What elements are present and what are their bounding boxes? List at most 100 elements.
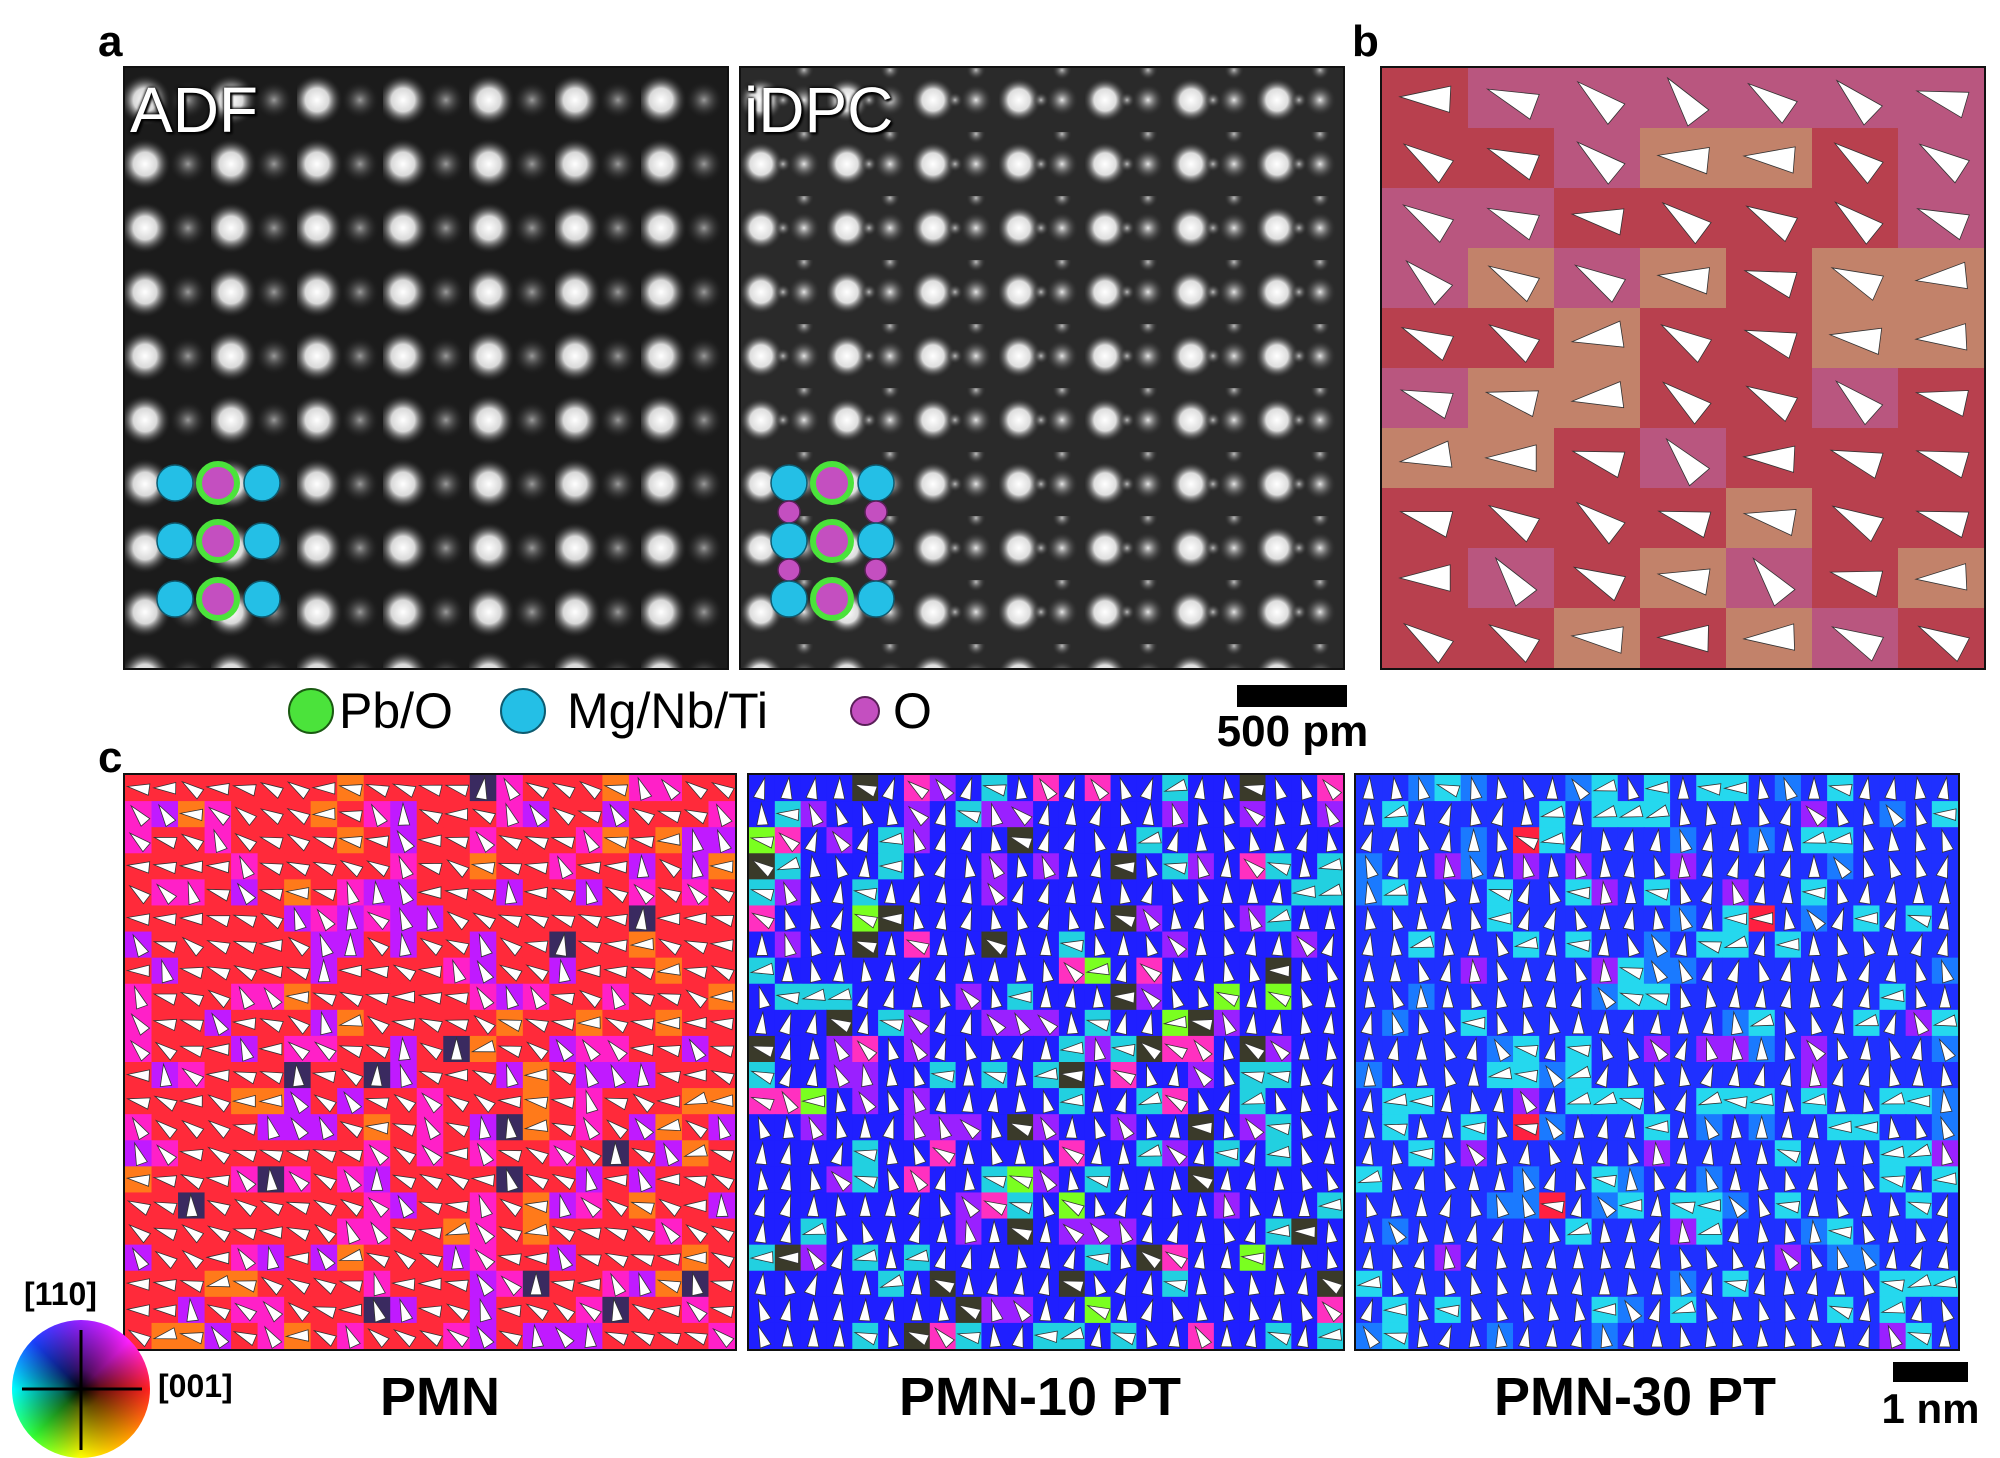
polarization-arrow-icon [1390, 1167, 1404, 1192]
polarization-arrow-icon [935, 932, 949, 957]
polarization-arrow-icon [1940, 1088, 1953, 1114]
polarization-arrow-icon [833, 1063, 851, 1088]
polarization-arrow-icon [1518, 1323, 1531, 1349]
polarization-arrow-icon [1326, 958, 1340, 984]
polarization-arrow-icon [1701, 1010, 1714, 1035]
polarization-arrow-icon [1575, 854, 1588, 879]
polarization-arrow-icon [1267, 991, 1292, 1008]
polarization-arrow-icon [1416, 1114, 1429, 1140]
polarization-arrow-icon [775, 992, 800, 1005]
polarization-arrow-icon [293, 906, 307, 932]
polarization-arrow-icon [1417, 958, 1431, 984]
polarization-arrow-icon [905, 1330, 930, 1347]
polarization-arrow-icon [987, 958, 1000, 983]
polarization-arrow-icon [1484, 444, 1537, 472]
polarization-arrow-icon [1808, 958, 1822, 983]
polarization-arrow-icon [1599, 853, 1612, 879]
polarization-arrow-icon [853, 913, 878, 929]
polarization-arrow-icon [1599, 1245, 1613, 1270]
polarization-arrow-icon [1649, 1193, 1663, 1218]
polarization-arrow-icon [1757, 775, 1770, 801]
polarization-arrow-icon [609, 803, 627, 828]
polarization-arrow-icon [1810, 1245, 1824, 1271]
polarization-arrow-icon [657, 887, 682, 903]
polarization-arrow-icon [961, 1088, 974, 1113]
polarization-arrow-icon [1298, 1036, 1311, 1061]
polarization-arrow-icon [1728, 1195, 1748, 1219]
polarization-arrow-icon [1038, 777, 1058, 801]
polarization-arrow-icon [1906, 1094, 1931, 1108]
polarization-arrow-icon [1576, 80, 1626, 125]
polarization-arrow-icon [1697, 941, 1722, 954]
polarization-arrow-icon [584, 1323, 597, 1349]
polarization-arrow-icon [205, 1043, 230, 1056]
polarization-arrow-icon [152, 781, 177, 795]
polarization-arrow-icon [343, 1090, 363, 1115]
polarization-arrow-icon [1383, 1332, 1408, 1345]
polarization-arrow-icon [1705, 1245, 1719, 1271]
polarization-arrow-icon [913, 1115, 927, 1140]
polarization-arrow-icon [630, 992, 655, 1007]
polarization-arrow-icon [1362, 775, 1375, 800]
polarization-arrow-icon [1413, 801, 1426, 827]
polarization-arrow-icon [1810, 1323, 1823, 1349]
polarization-arrow-icon [1779, 984, 1792, 1010]
polarization-arrow-icon [1644, 1120, 1669, 1133]
polarization-arrow-icon [152, 1018, 178, 1032]
idpc-image-svg [741, 68, 1343, 668]
polarization-arrow-icon [179, 1280, 204, 1294]
polarization-arrow-icon [1801, 831, 1827, 844]
polarization-arrow-icon [1195, 1271, 1208, 1296]
polarization-arrow-icon [1272, 1245, 1285, 1270]
polarization-arrow-icon [1442, 932, 1455, 957]
scalebar-1nm [1893, 1362, 1968, 1382]
polarization-arrow-icon [716, 828, 732, 854]
polarization-arrow-icon [1390, 1193, 1403, 1218]
polarization-arrow-icon [964, 854, 977, 879]
polarization-arrow-icon [964, 1219, 977, 1244]
polarization-arrow-icon [1398, 440, 1453, 468]
polarization-arrow-icon [1600, 1323, 1613, 1349]
polarization-arrow-icon [1391, 1062, 1404, 1088]
polarization-arrow-icon [956, 1332, 981, 1345]
polarization-arrow-icon [1569, 1193, 1582, 1219]
polarization-arrow-icon [1295, 828, 1308, 853]
polarization-arrow-icon [710, 781, 735, 800]
polarization-arrow-icon [829, 1245, 844, 1271]
polarization-arrow-icon [656, 1118, 682, 1132]
polarization-arrow-icon [525, 782, 550, 799]
polarization-arrow-icon [1443, 1037, 1458, 1062]
polarization-arrow-icon [1801, 886, 1826, 900]
polarization-arrow-icon [1171, 802, 1185, 827]
polarization-arrow-icon [1596, 1141, 1609, 1166]
polarization-arrow-icon [1915, 802, 1928, 827]
polarization-arrow-icon [1697, 1091, 1723, 1106]
polarization-arrow-icon [284, 887, 310, 900]
polarization-arrow-icon [238, 985, 256, 1010]
polarization-arrow-icon [1470, 775, 1483, 801]
polarization-arrow-icon [1363, 1114, 1376, 1139]
polarization-arrow-icon [933, 1010, 947, 1036]
polarization-arrow-icon [709, 1280, 735, 1293]
polarization-arrow-icon [1271, 1193, 1285, 1218]
polarization-arrow-icon [603, 1331, 629, 1346]
polarization-arrow-icon [524, 836, 549, 850]
polarization-arrow-icon [853, 1331, 878, 1346]
polarization-arrow-icon [905, 939, 930, 955]
polarization-arrow-icon [1860, 1246, 1877, 1271]
polarization-arrow-icon [391, 1174, 417, 1190]
polarization-arrow-icon [365, 1044, 390, 1059]
polarization-arrow-icon [258, 888, 284, 902]
polarization-arrow-icon [1067, 906, 1081, 931]
polarization-arrow-icon [1139, 1298, 1154, 1323]
polarization-arrow-icon [391, 1123, 417, 1137]
polarization-arrow-icon [853, 1249, 878, 1262]
polarization-arrow-icon [234, 832, 258, 852]
polarization-arrow-icon [578, 780, 603, 800]
polarization-arrow-icon [1468, 1323, 1482, 1348]
polarization-arrow-icon [779, 1297, 792, 1323]
polarization-arrow-icon [207, 806, 231, 826]
polarization-arrow-icon [1675, 932, 1688, 957]
legend-o: O [845, 685, 932, 737]
polarization-arrow-icon [1882, 906, 1897, 932]
